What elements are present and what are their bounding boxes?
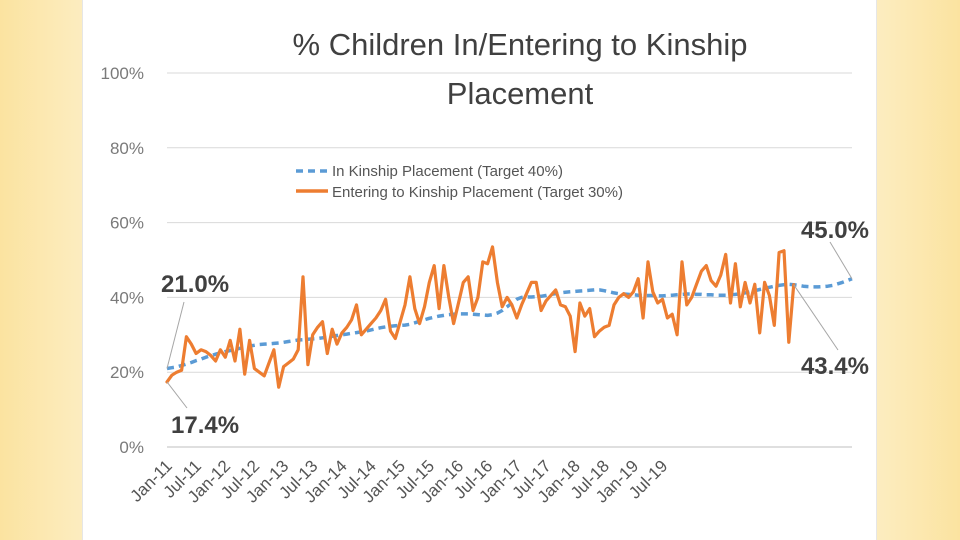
y-axis-ticks: 0% 20% 40% 60% 80% 100% [101, 64, 144, 457]
y-tick-label: 80% [110, 139, 144, 158]
series-lines [165, 245, 853, 389]
chart-panel: 0% 20% 40% 60% 80% 100% Jan-11 Jul-11 Jan-12 Jul… [83, 0, 876, 540]
callout-label: 45.0% [801, 217, 869, 244]
chart-title-line-2: Placement [447, 76, 594, 111]
y-tick-label: 20% [110, 363, 144, 382]
legend-label-kinship-placement: In Kinship Placement (Target 40%) [332, 163, 563, 180]
x-axis-ticks: Jan-11Jul-11Jan-12Jul-12Jan-13Jul-13Jan-… [127, 456, 672, 506]
kinship-line-chart: 0% 20% 40% 60% 80% 100% Jan-11Jul-11Jan-12Jul… [101, 27, 869, 507]
callout-leader-line [829, 241, 853, 279]
y-tick-label: 40% [110, 288, 144, 307]
callout-leader-line [166, 301, 185, 369]
y-tick-label: 0% [119, 438, 144, 457]
series-line-kinship-placement [166, 277, 853, 371]
callout-label: 43.4% [801, 353, 869, 380]
callout-label: 17.4% [171, 412, 239, 439]
callout-leader-line [793, 284, 839, 351]
gridlines [167, 72, 852, 448]
callout-label: 21.0% [161, 271, 229, 298]
chart-title: % Children In/Entering to Kinship Placem… [293, 27, 748, 111]
legend: In Kinship Placement (Target 40%) Enteri… [296, 163, 623, 201]
callout-leader-lines [166, 241, 853, 409]
callout-labels: 21.0% 17.4% 45.0% 43.4% [161, 217, 869, 439]
callout-leader-line [166, 381, 188, 409]
legend-label-entering-kinship: Entering to Kinship Placement (Target 30… [332, 184, 623, 201]
series-line-entering-kinship [165, 245, 796, 389]
y-tick-label: 60% [110, 214, 144, 233]
chart-title-line-1: % Children In/Entering to Kinship [293, 27, 748, 62]
y-tick-label: 100% [101, 64, 144, 83]
